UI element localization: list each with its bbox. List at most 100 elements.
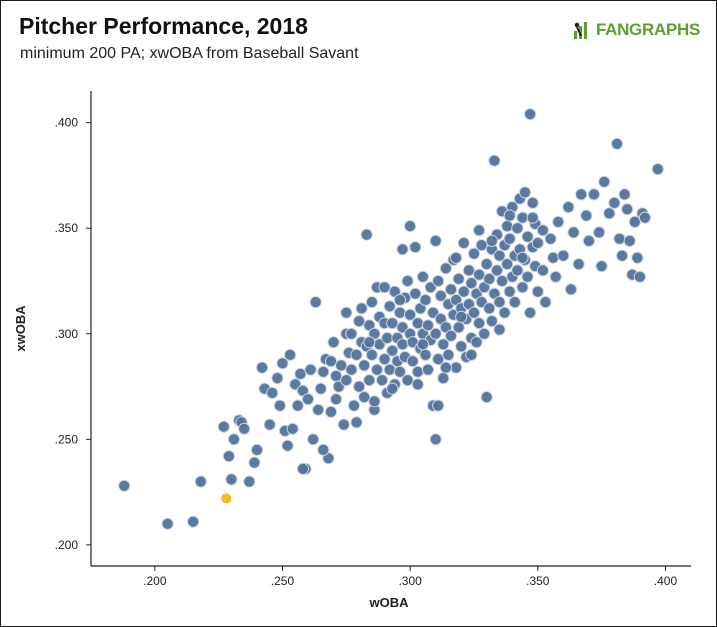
data-point xyxy=(404,308,417,321)
data-point xyxy=(616,249,629,262)
data-point xyxy=(557,249,570,262)
data-point xyxy=(485,234,498,247)
data-point xyxy=(419,348,432,361)
data-point xyxy=(419,293,432,307)
chart-points xyxy=(118,108,664,530)
data-point xyxy=(511,222,524,235)
x-tick-label: .350 xyxy=(526,574,550,588)
data-point xyxy=(304,363,317,376)
data-point xyxy=(457,236,470,250)
data-point xyxy=(621,203,634,216)
data-point xyxy=(493,323,506,336)
data-point xyxy=(421,319,435,332)
data-point xyxy=(608,196,621,209)
data-point xyxy=(467,247,481,260)
data-point xyxy=(593,226,606,239)
data-point xyxy=(386,344,399,357)
data-point xyxy=(222,450,235,463)
data-point xyxy=(473,268,486,281)
data-point xyxy=(595,260,608,273)
data-point xyxy=(401,374,414,387)
data-point xyxy=(312,403,325,416)
data-point xyxy=(572,258,585,271)
data-point xyxy=(416,338,429,351)
data-point xyxy=(501,258,514,271)
data-point xyxy=(411,365,424,378)
data-point xyxy=(564,283,578,296)
data-point xyxy=(536,224,550,237)
chart-axes: .200 .250 .300 .350 .400 .200 .250 .300 .350 .400… xyxy=(13,91,691,610)
data-point xyxy=(393,293,406,307)
data-point xyxy=(432,353,445,366)
data-point xyxy=(467,306,481,319)
data-point xyxy=(358,359,371,372)
data-point xyxy=(480,391,493,404)
data-point xyxy=(401,274,414,288)
data-point xyxy=(465,348,478,361)
data-point xyxy=(358,391,371,404)
data-point xyxy=(421,363,435,376)
data-point xyxy=(337,418,350,431)
data-point xyxy=(429,234,442,247)
data-point xyxy=(340,306,353,319)
data-point xyxy=(498,306,511,319)
data-point xyxy=(363,336,376,349)
data-point xyxy=(618,188,631,201)
data-point xyxy=(248,456,261,469)
data-point xyxy=(340,374,353,387)
data-point xyxy=(437,372,450,385)
data-point xyxy=(638,211,652,224)
data-point xyxy=(294,367,307,380)
data-point xyxy=(416,270,429,283)
data-point xyxy=(406,355,419,368)
data-point xyxy=(582,234,596,247)
data-point xyxy=(503,232,516,245)
data-point xyxy=(485,315,498,328)
data-point xyxy=(317,443,330,456)
data-point xyxy=(455,310,468,323)
y-tick-label: .250 xyxy=(55,432,79,446)
data-point xyxy=(439,262,452,275)
data-point xyxy=(393,365,406,378)
data-point xyxy=(263,418,276,431)
data-point xyxy=(432,274,445,288)
data-point xyxy=(549,270,562,283)
data-point xyxy=(286,422,299,435)
data-point xyxy=(536,264,550,277)
data-point xyxy=(508,296,521,309)
data-point xyxy=(411,317,424,330)
data-point xyxy=(552,215,565,228)
data-point xyxy=(314,382,327,395)
data-point xyxy=(381,331,394,345)
chart-title: Pitcher Performance, 2018 xyxy=(19,13,308,39)
fangraphs-logo: FANGRAPHS xyxy=(573,20,700,40)
data-point xyxy=(524,306,537,319)
data-point xyxy=(450,251,463,264)
data-point xyxy=(444,329,458,342)
y-tick-label: .300 xyxy=(55,327,79,341)
data-point xyxy=(276,357,289,370)
data-point xyxy=(284,348,297,361)
data-point xyxy=(378,353,391,366)
x-tick-label: .400 xyxy=(654,574,678,588)
data-point xyxy=(628,215,641,228)
data-point xyxy=(324,405,338,418)
x-tick-label: .250 xyxy=(271,574,295,588)
data-point xyxy=(473,317,486,330)
data-point xyxy=(531,285,544,298)
x-tick-label: .300 xyxy=(398,574,422,588)
data-point xyxy=(521,230,534,243)
data-point xyxy=(281,439,294,452)
data-point xyxy=(345,363,358,376)
data-point xyxy=(383,300,396,313)
data-point xyxy=(465,277,478,290)
data-point xyxy=(587,188,601,201)
y-tick-label: .350 xyxy=(55,221,79,235)
data-point xyxy=(273,399,286,412)
data-point xyxy=(439,361,452,374)
data-point xyxy=(404,220,417,233)
data-point xyxy=(347,399,361,412)
data-point xyxy=(575,188,588,201)
data-point xyxy=(360,228,373,241)
